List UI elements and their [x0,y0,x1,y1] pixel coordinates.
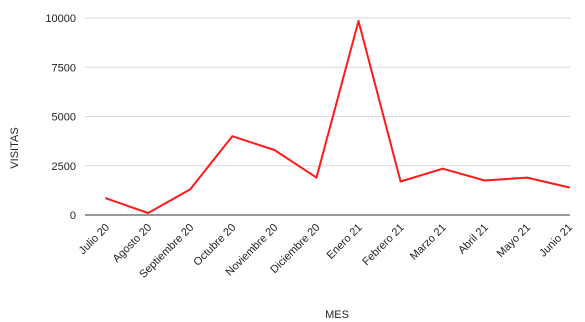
y-axis-ticks: 0 2500 5000 7500 10000 [45,13,76,222]
series-layer [105,19,570,215]
x-axis-title: MES [325,309,349,321]
y-tick-label: 2500 [52,161,76,173]
x-tick-label: Abril 21 [456,222,491,257]
y-tick-label: 7500 [52,62,76,74]
y-tick-label: 0 [70,210,76,222]
data-point [441,167,444,170]
y-axis-title: VISITAS [9,127,21,168]
data-point [483,179,486,182]
gridlines [85,17,570,216]
x-tick-label: Febrero 21 [360,222,407,269]
data-point [105,197,107,200]
x-tick-label: Enero 21 [325,222,365,262]
data-point [273,148,276,151]
data-point [525,176,528,179]
x-tick-label: Junio 21 [537,222,575,260]
data-point [357,19,360,22]
x-tick-label: Julio 20 [77,222,112,257]
data-point [189,188,192,191]
data-point [568,186,570,189]
y-tick-label: 10000 [45,13,76,25]
x-tick-label: Marzo 21 [408,222,449,263]
data-point [399,180,402,183]
data-point [147,212,150,215]
x-tick-label: Mayo 21 [495,222,533,260]
x-tick-label: Agosto 20 [111,222,155,266]
data-point [315,176,318,179]
data-point [231,135,234,138]
series-line [105,20,570,214]
y-tick-label: 5000 [52,112,76,124]
